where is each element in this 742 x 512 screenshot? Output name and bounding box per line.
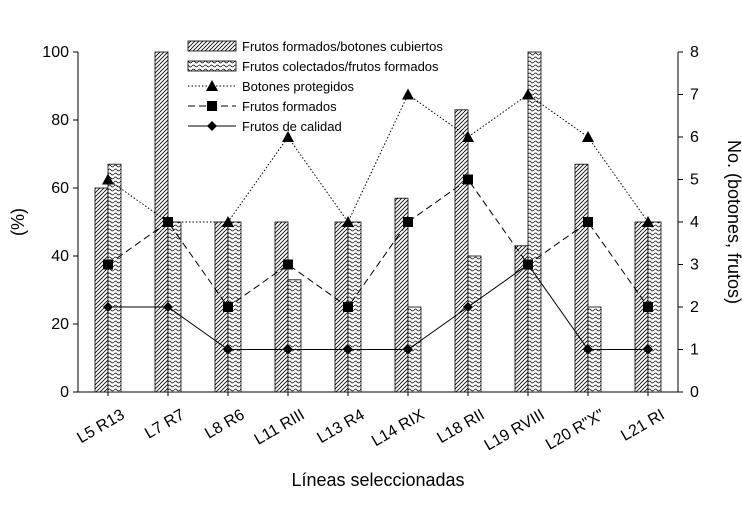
left-y-tick-label: 60 xyxy=(51,180,69,197)
right-y-tick-label: 8 xyxy=(690,44,699,61)
right-y-tick-label: 1 xyxy=(690,342,699,359)
bar-colectados-formados xyxy=(467,255,482,393)
point-triangle xyxy=(582,131,594,142)
point-diamond xyxy=(103,302,113,312)
point-triangle xyxy=(102,173,114,185)
x-axis-ticks: L5 R13 L7 R7 L8 R6 L11 RIII L13 R4 L14 RIX L18… xyxy=(74,392,668,454)
series-line-triangle xyxy=(107,93,649,223)
x-tick-label: L7 R7 xyxy=(142,406,188,442)
x-tick-label: L19 RVIII xyxy=(482,406,548,454)
right-y-tick-label: 7 xyxy=(690,87,699,104)
legend: Frutos formados/botones cubiertos Frutos … xyxy=(187,39,443,134)
point-square xyxy=(583,217,593,227)
bar-colectados-formados xyxy=(527,51,542,393)
point-triangle xyxy=(282,131,294,142)
point-square xyxy=(283,259,293,270)
point-square xyxy=(163,217,173,227)
point-diamond xyxy=(403,344,413,355)
point-diamond xyxy=(643,344,653,355)
legend-marker-square xyxy=(207,101,217,111)
legend-marker-diamond xyxy=(207,121,217,131)
right-y-tick-label: 2 xyxy=(690,299,699,316)
legend-label: Frutos formados xyxy=(242,99,337,114)
x-tick-label: L8 R6 xyxy=(202,406,248,442)
point-triangle xyxy=(342,216,354,227)
series-line-square xyxy=(107,178,649,308)
point-diamond xyxy=(283,344,293,355)
right-y-tick-label: 6 xyxy=(690,129,699,146)
x-axis-title: Líneas seleccionadas xyxy=(291,470,464,490)
point-diamond xyxy=(163,302,173,312)
legend-label: Frutos formados/botones cubiertos xyxy=(242,39,443,54)
right-y-axis-title: No. (botones, frutos) xyxy=(724,140,742,304)
line-layer xyxy=(102,88,654,355)
right-y-tick-label: 3 xyxy=(690,257,699,274)
bar-formados-botones xyxy=(574,163,589,393)
left-y-tick-label: 80 xyxy=(51,112,69,129)
bar-formados-botones xyxy=(394,197,409,393)
bar-formados-botones xyxy=(94,187,109,393)
legend-label: Frutos colectados/frutos formados xyxy=(242,59,439,74)
x-tick-label: L20 R"X" xyxy=(543,406,608,453)
right-y-tick-label: 4 xyxy=(690,214,699,231)
point-diamond xyxy=(463,302,473,312)
point-diamond xyxy=(523,259,533,270)
point-triangle xyxy=(462,131,474,142)
legend-label: Botones protegidos xyxy=(242,79,355,94)
legend-swatch xyxy=(187,40,237,52)
x-tick-label: L21 RI xyxy=(618,406,667,444)
bar-formados-botones xyxy=(274,221,289,393)
point-triangle xyxy=(642,216,654,227)
legend-swatch xyxy=(187,60,237,72)
point-square xyxy=(223,302,233,312)
point-triangle xyxy=(222,216,234,227)
point-square xyxy=(343,302,353,312)
legend-marker-triangle xyxy=(206,80,218,91)
left-y-tick-label: 0 xyxy=(60,384,69,401)
point-square xyxy=(103,259,113,270)
x-tick-label: L18 RII xyxy=(434,406,487,447)
bar-formados-botones xyxy=(454,109,469,393)
left-y-tick-label: 20 xyxy=(51,316,69,333)
left-y-axis-ticks: 0 20 40 60 80 100 xyxy=(42,44,78,401)
right-y-tick-label: 5 xyxy=(690,172,699,189)
point-diamond xyxy=(223,344,233,355)
x-tick-label: L14 RIX xyxy=(369,406,428,450)
legend-label: Frutos de calidad xyxy=(242,119,342,134)
bar-colectados-formados xyxy=(107,163,122,393)
left-y-axis-title: (%) xyxy=(8,208,28,236)
point-diamond xyxy=(343,344,353,355)
series-line-diamond xyxy=(108,263,648,350)
bar-colectados-formados xyxy=(287,279,302,393)
point-triangle xyxy=(402,88,414,100)
right-y-tick-label: 0 xyxy=(690,384,699,401)
left-y-tick-label: 40 xyxy=(51,248,69,265)
x-tick-label: L5 R13 xyxy=(74,406,127,447)
x-tick-label: L13 R4 xyxy=(314,406,367,447)
point-square xyxy=(463,174,473,185)
point-square xyxy=(403,217,413,227)
point-diamond xyxy=(583,344,593,355)
point-square xyxy=(643,302,653,312)
x-tick-label: L11 RIII xyxy=(252,406,308,448)
point-triangle xyxy=(522,88,534,100)
right-y-axis-ticks: 0 1 2 3 4 5 6 7 8 xyxy=(678,44,699,401)
left-y-tick-label: 100 xyxy=(42,44,69,61)
